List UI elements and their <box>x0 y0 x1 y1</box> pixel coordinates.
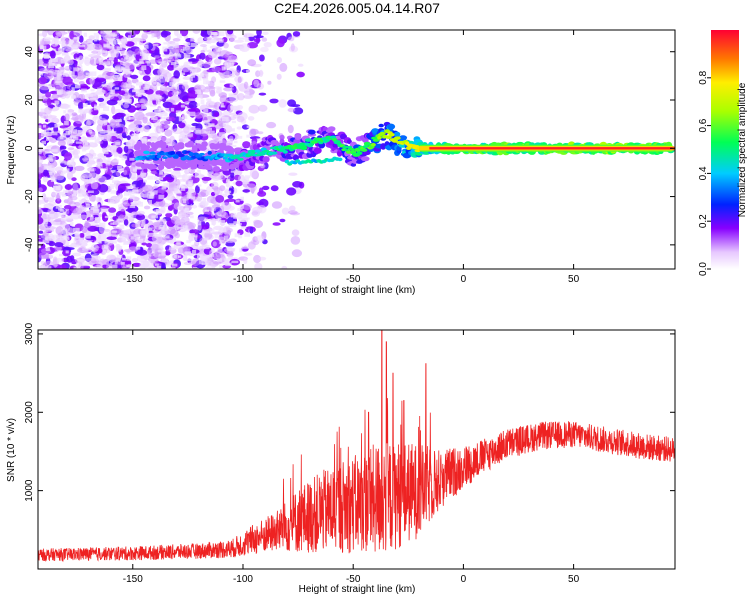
spectrogram-xtick-label: -50 <box>346 274 361 285</box>
spectrogram-ticks: -150 -100 -50 0 50 -40 -20 0 20 40 <box>24 30 675 285</box>
spectrogram-ytick-label: 20 <box>24 94 35 106</box>
snr-ytick-label: 2000 <box>24 401 35 424</box>
spectrogram-plot-area <box>38 30 675 269</box>
snr-xtick-label: -50 <box>346 574 361 585</box>
spectrogram-ytick-label: 0 <box>24 145 35 151</box>
spectrogram-xtick-label: -150 <box>123 274 143 285</box>
spectrogram-xtick-label: -100 <box>233 274 253 285</box>
snr-xtick-label: -100 <box>233 574 253 585</box>
colorbar-gradient <box>711 30 739 269</box>
spectrogram-panel: -150 -100 -50 0 50 -40 -20 0 20 40 Height of stra… <box>6 29 676 296</box>
colorbar-tick-label: 0.6 <box>698 118 709 132</box>
snr-ytick-label: 3000 <box>24 322 35 345</box>
spectrogram-xtick-label: 0 <box>461 274 467 285</box>
spectrogram-xtick-label: 50 <box>568 274 580 285</box>
snr-panel: -150 -100 -50 0 50 1000 2000 3000 Height of str… <box>6 322 676 595</box>
spectrogram-ytick-label: -40 <box>24 237 35 252</box>
snr-series-line <box>38 330 675 563</box>
spectrogram-frame <box>37 29 676 270</box>
snr-xtick-label: 50 <box>568 574 580 585</box>
colorbar-tick-label: 0.4 <box>698 166 709 180</box>
snr-plot-area <box>38 330 675 563</box>
spectrogram-ylabel: Frequency (Hz) <box>6 116 17 185</box>
snr-xlabel: Height of straight line (km) <box>299 584 416 595</box>
colorbar-tick-label: 0.0 <box>698 262 709 276</box>
colorbar-tick-label: 0.8 <box>698 70 709 84</box>
spectrogram-ytick-label: 40 <box>24 46 35 58</box>
spectrogram-ytick-label: -20 <box>24 189 35 204</box>
snr-ytick-label: 1000 <box>24 479 35 502</box>
spectrogram-xlabel: Height of straight line (km) <box>299 285 416 296</box>
colorbar: 0.0 0.2 0.4 0.6 0.8 Normalized spectral ampl… <box>698 30 748 276</box>
snr-ylabel: SNR (10 * v/v) <box>6 418 17 482</box>
spectrogram-ridge <box>134 121 675 172</box>
colorbar-tick-label: 0.2 <box>698 214 709 228</box>
snr-frame <box>37 329 676 570</box>
snr-xtick-label: -150 <box>123 574 143 585</box>
colorbar-label: Normalized spectral amplitude <box>737 82 748 217</box>
colorbar-ticks: 0.0 0.2 0.4 0.6 0.8 <box>698 70 711 276</box>
figure-title: C2E4.2026.005.04.14.R07 <box>274 0 440 16</box>
snr-ticks: -150 -100 -50 0 50 1000 2000 3000 <box>24 322 675 585</box>
snr-xtick-label: 0 <box>461 574 467 585</box>
spectrogram-noise <box>38 30 305 269</box>
